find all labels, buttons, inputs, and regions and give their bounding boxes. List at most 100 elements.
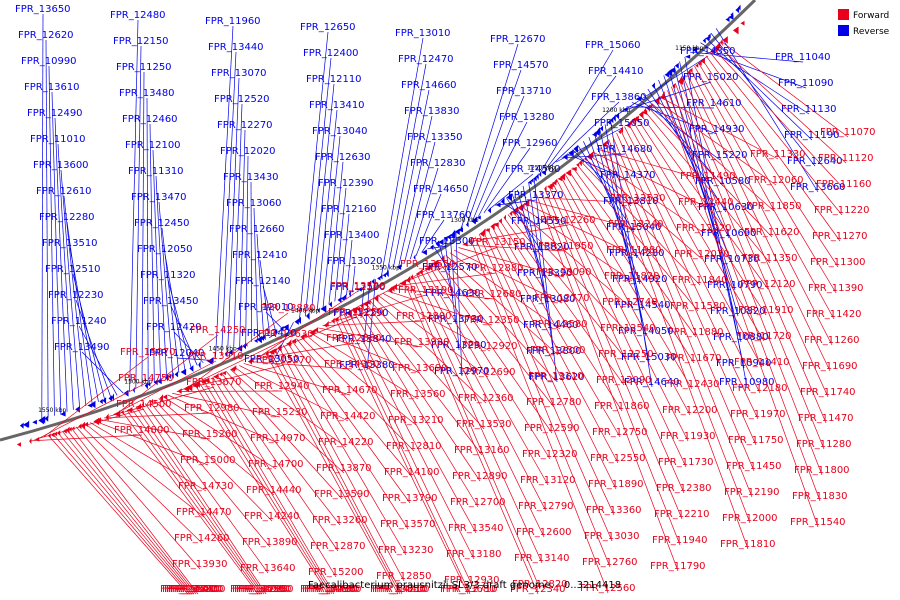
- gene-label: FPR_13560: [390, 389, 446, 400]
- reverse-gene-arrow: [227, 349, 233, 356]
- gene-label: FPR_11070: [820, 127, 876, 138]
- gene-label: FPR_13680: [440, 584, 496, 595]
- gene-label: FPR_13140: [514, 553, 570, 564]
- leader-line: [642, 93, 724, 187]
- kbp-tick-label: 1200 kbp: [602, 107, 630, 114]
- forward-gene-arrow: [416, 271, 420, 276]
- leader-line: [620, 129, 759, 420]
- gene-label: FPR_13890: [242, 537, 298, 548]
- leader-line: [207, 378, 335, 595]
- leader-line: [395, 272, 497, 287]
- leader-line: [478, 121, 528, 217]
- reverse-gene-arrow: [108, 395, 113, 402]
- gene-label: FPR_13810: [603, 196, 659, 207]
- gene-label: FPR_12270: [217, 120, 273, 131]
- gene-label: FPR_13640: [240, 563, 296, 574]
- legend-forward-label: Forward: [853, 11, 889, 21]
- forward-gene-arrow: [288, 339, 292, 346]
- forward-gene-arrow: [78, 423, 82, 430]
- leader-line: [48, 65, 55, 416]
- gene-label: FPR_13690: [392, 363, 448, 374]
- leader-line: [612, 136, 755, 472]
- gene-label: FPR_13150: [470, 237, 526, 248]
- leader-line: [548, 185, 685, 494]
- leader-line: [533, 178, 558, 383]
- gene-label: FPR_15040: [606, 222, 662, 233]
- gene-label: FPR_12570: [422, 262, 478, 273]
- leader-line: [705, 37, 813, 141]
- gene-label: FPR_13510: [42, 238, 98, 249]
- leader-line: [108, 386, 215, 417]
- leader-line: [57, 432, 193, 595]
- reverse-gene-arrow: [465, 222, 469, 228]
- reverse-gene-arrow: [530, 178, 534, 183]
- reverse-gene-arrow: [377, 276, 381, 281]
- forward-gene-arrow: [468, 238, 471, 243]
- reverse-gene-arrow: [132, 386, 135, 394]
- leader-line: [126, 409, 261, 595]
- leader-line: [253, 207, 259, 340]
- gene-label: FPR_13120: [520, 475, 576, 486]
- forward-gene-arrow: [432, 259, 438, 268]
- gene-label: FPR_12710: [442, 584, 498, 595]
- gene-label: FPR_14260: [174, 533, 230, 544]
- leader-line: [167, 279, 192, 368]
- gene-label: FPR_12790: [518, 501, 574, 512]
- leader-line: [94, 420, 209, 466]
- reverse-gene-arrow: [506, 193, 512, 202]
- leader-line: [491, 225, 619, 464]
- gene-label: FPR_12830: [410, 158, 466, 169]
- gene-label: FPR_12020: [220, 146, 276, 157]
- forward-gene-arrow: [463, 242, 468, 247]
- leader-line: [580, 161, 701, 286]
- leader-line: [69, 247, 99, 402]
- leader-line: [596, 148, 709, 182]
- reverse-gene-arrow: [90, 400, 96, 409]
- leader-line: [89, 422, 207, 492]
- reverse-gene-arrow: [452, 229, 456, 238]
- reverse-gene-arrow: [430, 244, 434, 251]
- gene-label: FPR_14440: [246, 485, 302, 496]
- leader-line: [466, 224, 569, 243]
- leader-line: [243, 363, 351, 396]
- gene-label: FPR_11390: [808, 283, 864, 294]
- reverse-gene-arrow: [297, 316, 302, 324]
- leader-line: [441, 257, 557, 382]
- leader-line: [117, 334, 219, 414]
- gene-label: FPR_12870: [310, 541, 366, 552]
- gene-label: FPR_15070: [120, 347, 176, 358]
- gene-label: FPR_12250: [598, 349, 654, 360]
- reverse-gene-arrow: [538, 172, 542, 177]
- gene-label: FPR_14470: [176, 507, 232, 518]
- gene-label: FPR_13910: [188, 351, 244, 362]
- gene-label: FPR_13610: [24, 82, 80, 93]
- gene-label: FPR_11730: [658, 457, 714, 468]
- leader-line: [60, 169, 81, 408]
- gene-label: FPR_12850: [376, 571, 432, 582]
- leader-line: [75, 299, 112, 398]
- gene-label: FPR_12610: [36, 186, 92, 197]
- leader-line: [495, 222, 621, 438]
- kbp-tick-label: 1300 kbp: [450, 217, 478, 224]
- gene-label: FPR_14650: [413, 184, 469, 195]
- leader-line: [511, 193, 546, 279]
- gene-label: FPR_12530: [610, 193, 666, 204]
- leader-line: [161, 227, 180, 373]
- gene-label: FPR_10630: [698, 202, 754, 213]
- gene-label: FPR_11880: [668, 327, 724, 338]
- gene-label: FPR_12140: [235, 276, 291, 287]
- leader-line: [721, 41, 849, 138]
- leader-line: [287, 342, 409, 530]
- reverse-gene-arrow: [32, 419, 37, 425]
- gene-label: FPR_15340: [160, 584, 216, 595]
- leader-line: [313, 329, 421, 374]
- leader-line: [524, 202, 635, 256]
- leader-line: [404, 141, 436, 263]
- leader-line: [593, 132, 644, 311]
- gene-label: FPR_14210: [372, 584, 428, 595]
- leader-line: [472, 95, 525, 221]
- reverse-gene-arrow: [102, 397, 107, 404]
- gene-label: FPR_10880: [713, 332, 769, 343]
- leader-line: [299, 31, 329, 320]
- leader-line: [152, 149, 161, 380]
